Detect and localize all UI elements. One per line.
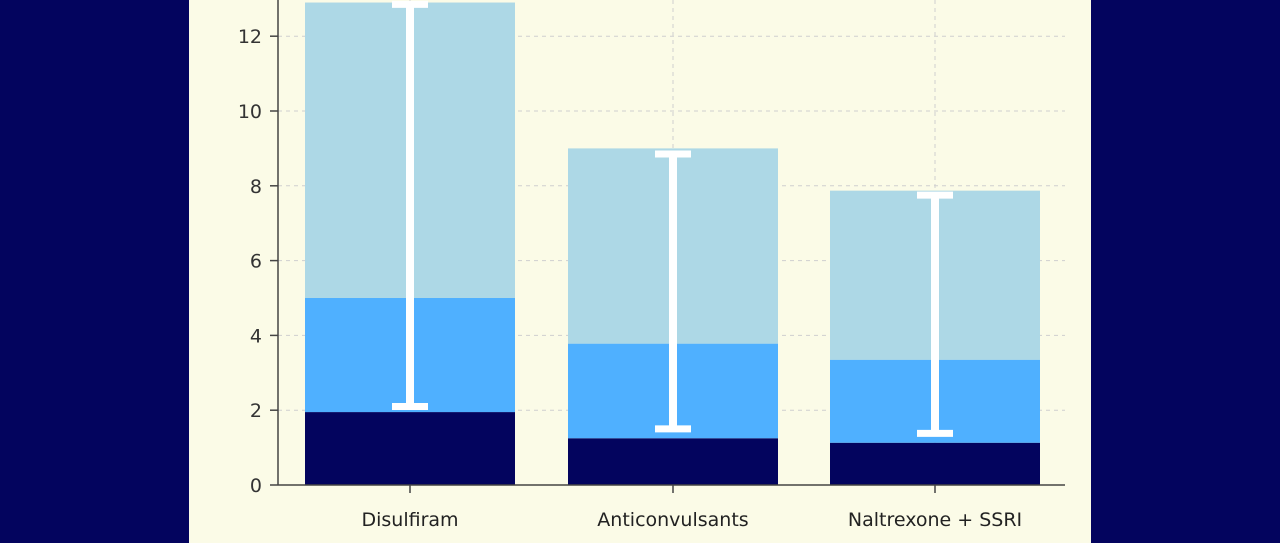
bar-segment bbox=[830, 442, 1040, 485]
y-tick-label: 4 bbox=[250, 325, 262, 347]
y-tick-label: 12 bbox=[238, 26, 262, 48]
y-tick-label: 2 bbox=[250, 400, 262, 422]
bar-segment bbox=[568, 438, 778, 485]
y-tick-label: 6 bbox=[250, 251, 262, 273]
x-tick-label: Naltrexone + SSRI bbox=[848, 509, 1022, 531]
y-tick-label: 10 bbox=[238, 101, 262, 123]
x-tick-label: Disulfiram bbox=[361, 509, 458, 531]
y-tick-label: 8 bbox=[250, 176, 262, 198]
bar-segment bbox=[305, 412, 515, 485]
y-tick-label: 0 bbox=[250, 475, 262, 497]
x-tick-label: Anticonvulsants bbox=[597, 509, 748, 531]
